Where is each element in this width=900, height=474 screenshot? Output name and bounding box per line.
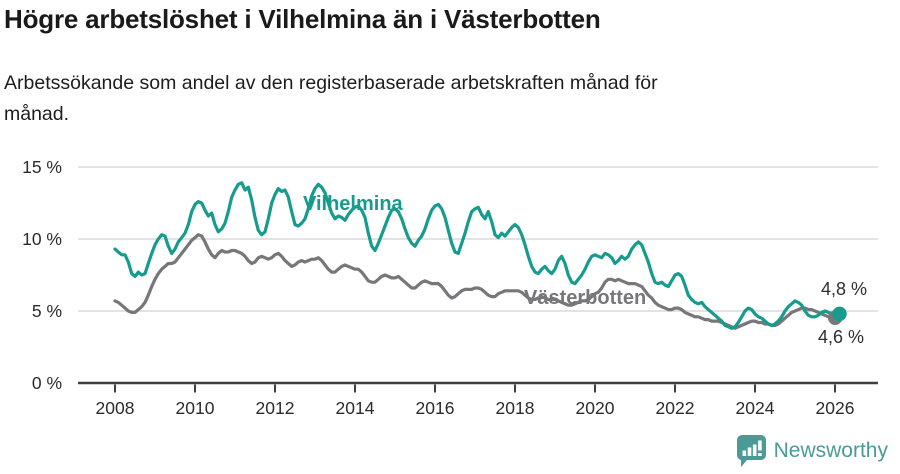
y-tick-label: 0 % — [32, 373, 62, 393]
chart-title: Högre arbetslöshet i Vilhelmina än i Väs… — [4, 4, 601, 34]
y-tick-label: 10 % — [22, 229, 62, 249]
x-tick-label: 2014 — [336, 398, 375, 418]
x-tick-label: 2008 — [96, 398, 135, 418]
y-tick-label: 5 % — [32, 301, 62, 321]
newsworthy-logo-icon — [736, 435, 766, 467]
x-tick-label: 2010 — [176, 398, 215, 418]
chart-subtitle-line1: Arbetssökande som andel av den registerb… — [4, 72, 658, 94]
x-tick-label: 2026 — [816, 398, 855, 418]
x-tick-label: 2012 — [256, 398, 295, 418]
y-tick-label: 15 % — [22, 157, 62, 177]
end-dot-vilhelmina — [832, 306, 847, 322]
x-tick-label: 2016 — [416, 398, 455, 418]
x-tick-label: 2022 — [656, 398, 695, 418]
chart-subtitle-line2: månad. — [4, 103, 70, 125]
end-value-label-vilhelmina: 4,8 % — [821, 279, 867, 299]
series-line-vilhelmina — [113, 181, 840, 330]
x-tick-label: 2018 — [496, 398, 535, 418]
series-line-västerbotten — [113, 233, 840, 330]
brand-name: Newsworthy — [773, 439, 888, 462]
x-tick-label: 2024 — [736, 398, 775, 418]
x-tick-label: 2020 — [576, 398, 615, 418]
end-value-label-västerbotten: 4,6 % — [818, 327, 864, 347]
series-label-vilhelmina: Vilhelmina — [303, 193, 404, 215]
series-label-västerbotten: Västerbotten — [524, 287, 646, 309]
chart-subtitle: Arbetssökande som andel av den registerb… — [4, 68, 658, 130]
brand-footer: Newsworthy — [736, 434, 888, 468]
